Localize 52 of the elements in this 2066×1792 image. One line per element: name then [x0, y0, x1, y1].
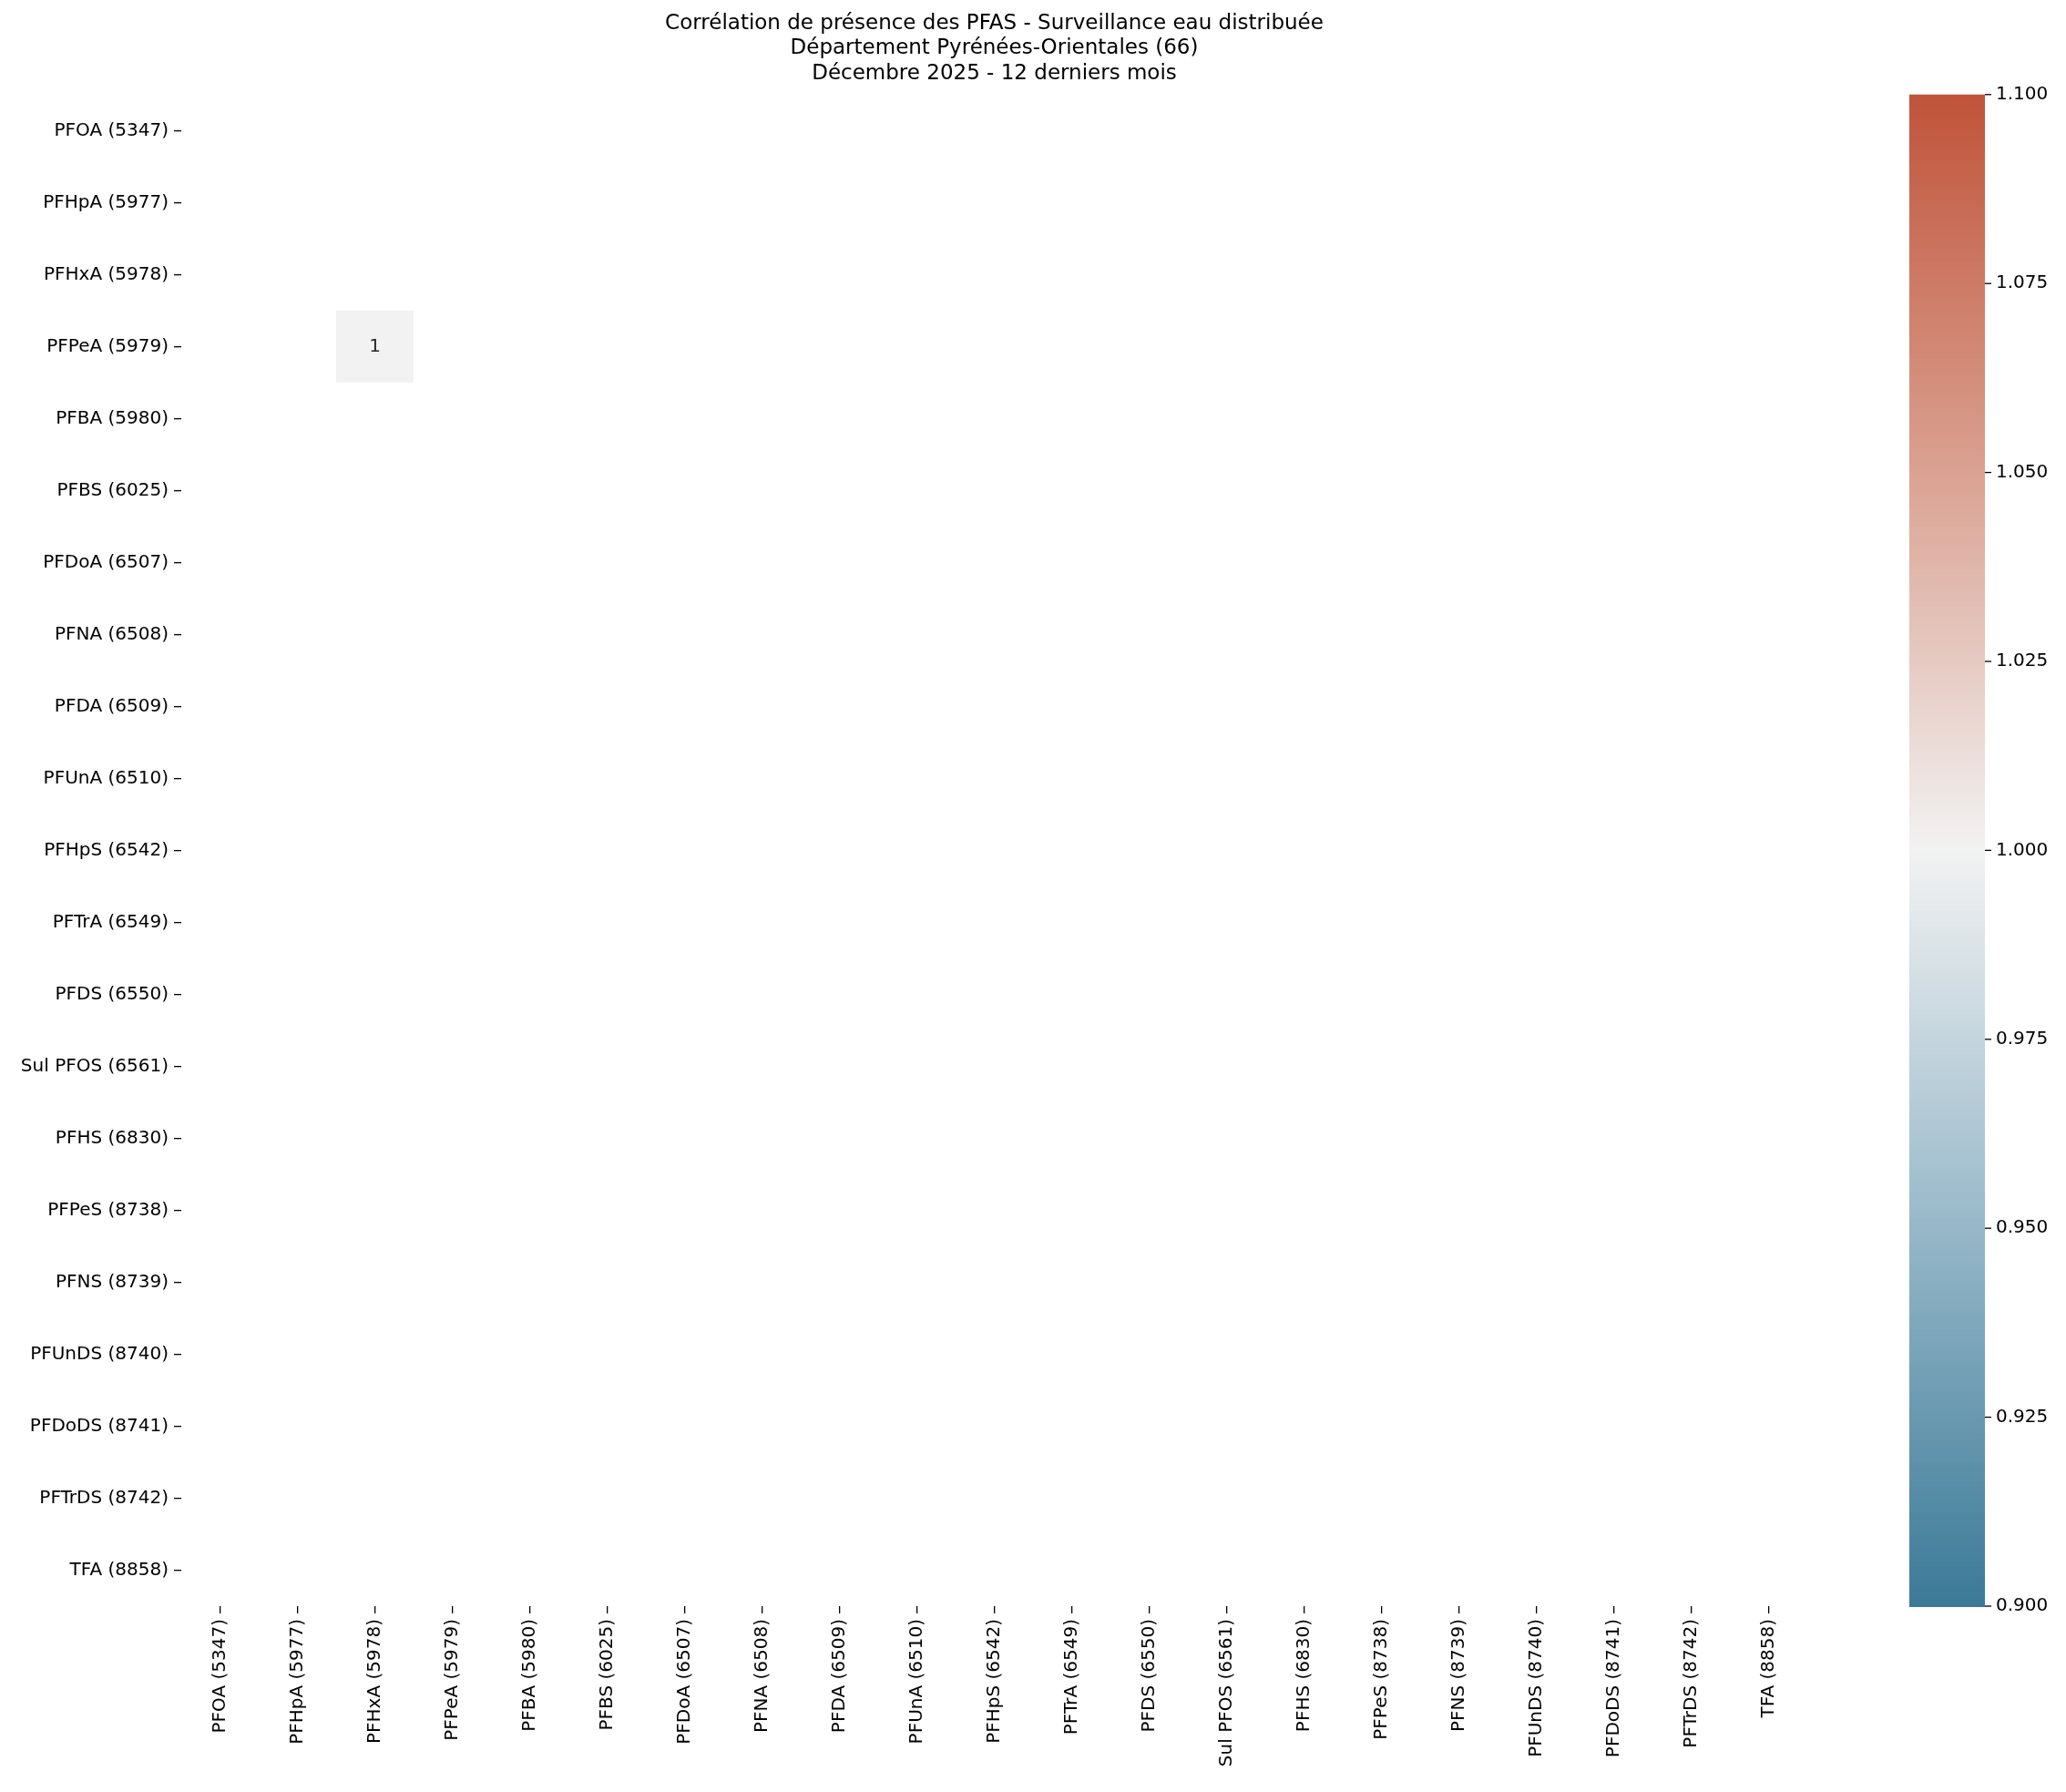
y-tick-label: PFTrDS (8742): [39, 1485, 169, 1508]
y-tick-label: PFOA (5347): [54, 118, 169, 140]
x-tick-label: PFBS (6025): [594, 1619, 617, 1731]
y-tick-label: PFDA (6509): [54, 693, 169, 716]
x-tick-label: PFHpS (6542): [981, 1619, 1004, 1744]
color-bar-label: 0.950: [1996, 1215, 2049, 1238]
y-tick-label: PFNS (8739): [55, 1269, 169, 1292]
y-tick-label: PFHpA (5977): [43, 189, 169, 212]
color-bar-label: 1.000: [1996, 837, 2049, 860]
y-tick-label: PFDoA (6507): [43, 549, 169, 572]
y-tick-label: PFUnA (6510): [43, 765, 169, 788]
chart-title: Corrélation de présence des PFAS - Surveillance eau distribuée Département Pyrénées-Orientales (66) Décembre 2025 - 12 derniers mois: [665, 9, 1324, 84]
x-tick-label: PFHxA (5978): [362, 1619, 384, 1744]
x-tick-label: PFHS (6830): [1291, 1619, 1314, 1733]
y-tick-label: PFPeS (8738): [47, 1197, 169, 1220]
y-tick-label: PFPeA (5979): [46, 333, 169, 356]
x-tick-label: PFDoA (6507): [671, 1619, 694, 1745]
x-tick-label: PFPeA (5979): [439, 1619, 462, 1741]
x-tick-label: PFUnA (6510): [904, 1619, 926, 1745]
y-tick-label: PFUnDS (8740): [30, 1341, 169, 1364]
x-tick-label: PFNS (8739): [1446, 1619, 1468, 1733]
y-tick-label: PFHS (6830): [55, 1125, 169, 1148]
y-tick-label: PFBS (6025): [56, 477, 169, 500]
x-tick-label: PFNA (6508): [749, 1619, 772, 1734]
x-tick-label: PFDA (6509): [826, 1619, 849, 1734]
x-tick-label: PFDoDS (8741): [1601, 1619, 1623, 1758]
color-bar-label: 0.925: [1996, 1404, 2049, 1427]
y-tick-label: PFBA (5980): [56, 405, 169, 428]
x-tick-label: PFTrDS (8742): [1678, 1619, 1701, 1748]
y-tick-label: PFTrA (6549): [52, 909, 169, 932]
y-tick-label: Sul PFOS (6561): [20, 1053, 169, 1076]
color-bar-label: 1.100: [1996, 82, 2049, 104]
y-tick-label: PFHxA (5978): [44, 261, 169, 284]
x-tick-label: PFUnDS (8740): [1523, 1619, 1546, 1757]
x-tick-label: PFTrA (6549): [1059, 1619, 1081, 1736]
x-tick-label: PFHpA (5977): [284, 1619, 307, 1745]
x-tick-label: Sul PFOS (6561): [1213, 1619, 1236, 1767]
color-bar-label: 1.050: [1996, 459, 2049, 482]
x-tick-label: PFPeS (8738): [1368, 1619, 1391, 1740]
y-tick-label: PFHpS (6542): [44, 837, 169, 860]
data-label: 1: [369, 333, 381, 356]
y-tick-label: PFDoDS (8741): [29, 1413, 169, 1436]
color-bar-label: 1.025: [1996, 649, 2049, 671]
color-bar-label: 1.075: [1996, 271, 2049, 293]
y-tick-label: TFA (8858): [68, 1557, 169, 1580]
color-bar-label: 0.900: [1996, 1593, 2049, 1616]
x-tick-label: PFBA (5980): [516, 1619, 539, 1732]
x-tick-label: PFDS (6550): [1136, 1619, 1159, 1733]
x-tick-label: TFA (8858): [1755, 1619, 1778, 1719]
y-tick-label: PFDS (6550): [55, 981, 169, 1004]
y-tick-label: PFNA (6508): [54, 621, 169, 644]
color-bar-label: 0.975: [1996, 1027, 2049, 1049]
